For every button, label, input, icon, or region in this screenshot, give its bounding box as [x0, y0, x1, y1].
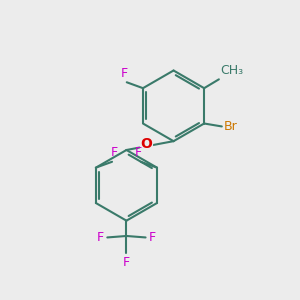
Text: F: F	[121, 67, 128, 80]
Text: F: F	[135, 146, 142, 159]
Text: CH₃: CH₃	[220, 64, 244, 77]
Text: F: F	[111, 146, 118, 159]
Text: F: F	[123, 256, 130, 269]
Text: F: F	[148, 231, 156, 244]
Text: F: F	[97, 231, 104, 244]
Text: Br: Br	[223, 120, 237, 133]
Text: O: O	[140, 137, 152, 151]
